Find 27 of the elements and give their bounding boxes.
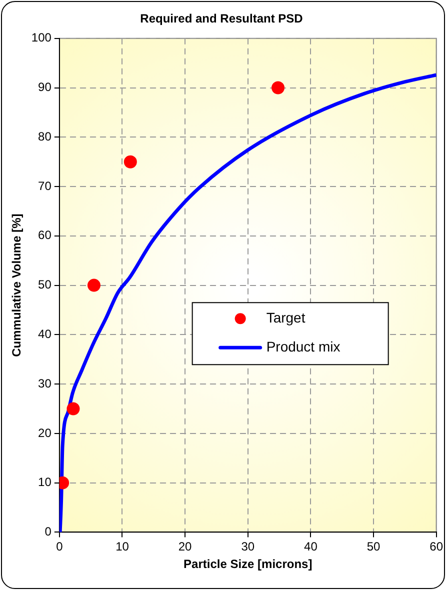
point: [87, 278, 100, 292]
x-tick-label: 50: [366, 540, 381, 554]
y-tick-label: 60: [38, 228, 52, 242]
y-tick-label: 40: [38, 326, 52, 341]
y-tick-label: 20: [38, 426, 52, 440]
y-tick-label: 100: [31, 30, 52, 45]
y-tick-label: 50: [38, 278, 52, 292]
legend-label: Target: [266, 309, 306, 326]
y-tick-label: 0: [44, 524, 52, 539]
y-tick-label: 90: [38, 80, 52, 94]
x-tick-label: 10: [116, 540, 130, 554]
x-tick-label: 40: [304, 540, 318, 554]
y-tick-label: 70: [38, 178, 52, 193]
y-axis-title: Cummulative Volume [%]: [10, 214, 24, 357]
point: [272, 81, 285, 94]
legend-label: Product mix: [266, 338, 340, 354]
x-tick-label: 20: [178, 540, 192, 554]
x-tick-label: 30: [241, 540, 255, 554]
x-tick-label: 60: [430, 540, 444, 554]
point: [66, 402, 80, 416]
y-tick-label: 30: [38, 376, 52, 390]
x-tick-label: 0: [56, 540, 64, 554]
x-axis-title: Particle Size [microns]: [184, 557, 312, 572]
y-tick-label: 80: [38, 129, 52, 144]
chart-title: Required and Resultant PSD: [140, 12, 304, 26]
point: [124, 155, 137, 168]
y-tick-label: 10: [38, 475, 52, 490]
